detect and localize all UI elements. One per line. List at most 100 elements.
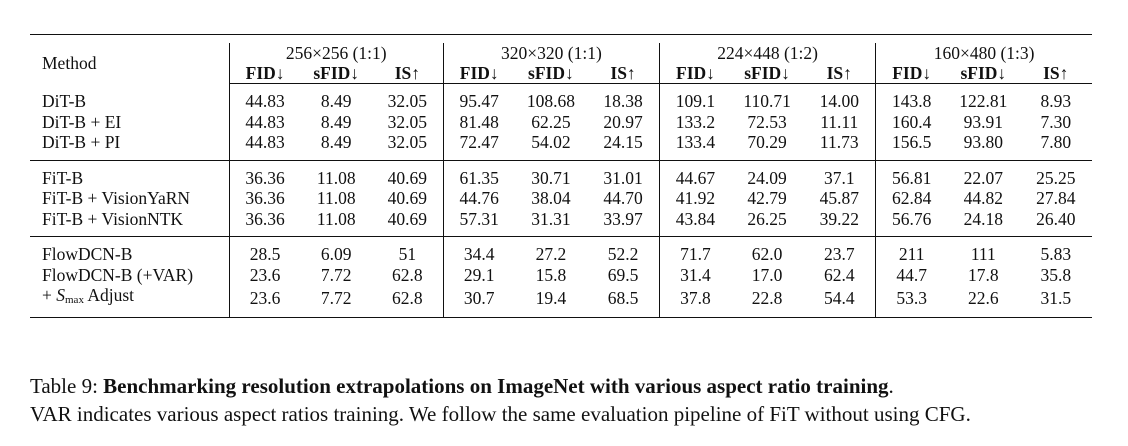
value-cell: 7.30 <box>1040 111 1072 132</box>
value-cell: 62.25 <box>531 111 571 132</box>
value-cell: 11.08 <box>316 167 356 188</box>
value-cell: 41.92 <box>658 188 731 209</box>
section-gap <box>30 236 1092 244</box>
value-cell: 57.31 <box>442 208 515 229</box>
value-cell: 5.83 <box>1040 244 1072 265</box>
value-cell: 30.7 <box>442 285 515 310</box>
value-cell: 23.6 <box>228 264 301 285</box>
method-cell: DiT-B <box>42 91 87 112</box>
value-cell: 37.1 <box>823 167 855 188</box>
value-cell: 56.76 <box>875 208 948 229</box>
metric-header: sFID↓ <box>947 63 1020 84</box>
method-subscript: max <box>65 294 84 306</box>
value-cell: 44.83 <box>228 91 301 112</box>
value-cell: 26.40 <box>1036 208 1076 229</box>
value-cell: 62.8 <box>392 287 423 308</box>
group-header: 256×256 (1:1) <box>228 43 444 63</box>
metric-header: sFID↓ <box>730 63 804 84</box>
value-cell: 31.31 <box>531 208 571 229</box>
value-cell: 32.05 <box>387 132 428 153</box>
table-row: + Smax Adjust 23.6 7.72 62.8 30.7 19.4 68.5 37.… <box>30 285 1092 310</box>
caption-label: Table 9: <box>30 374 104 398</box>
group-header: 160×480 (1:3) <box>875 43 1092 63</box>
header-row-metrics: FID↓ sFID↓ IS↑ FID↓ sFID↓ IS↑ FID↓ sFID↓… <box>30 63 1092 84</box>
method-header: Method <box>42 53 97 74</box>
table-row: FlowDCN-B 28.5 6.09 51 34.4 27.2 52.2 71.7 62.0 2… <box>30 244 1092 265</box>
value-cell: 44.83 <box>228 111 301 132</box>
value-cell: 22.6 <box>967 287 999 308</box>
value-cell: 71.7 <box>658 244 731 265</box>
method-cell: FlowDCN-B <box>42 244 133 265</box>
section-gap <box>30 152 1092 161</box>
method-cell: + Smax Adjust <box>30 285 229 310</box>
section-gap <box>30 310 1092 318</box>
metric-header: FID↓ <box>228 63 301 84</box>
value-cell: 24.15 <box>603 132 643 153</box>
metric-header: FID↓ <box>658 63 731 84</box>
value-cell: 42.79 <box>747 188 787 209</box>
value-cell: 27.84 <box>1036 188 1076 209</box>
value-cell: 54.02 <box>531 132 571 153</box>
value-cell: 110.71 <box>743 91 791 112</box>
value-cell: 31.5 <box>1040 287 1072 308</box>
value-cell: 31.4 <box>658 264 731 285</box>
value-cell: 7.72 <box>320 287 352 308</box>
value-cell: 30.71 <box>531 167 571 188</box>
value-cell: 44.83 <box>228 132 301 153</box>
value-cell: 72.53 <box>747 111 787 132</box>
method-cell: FiT-B + VisionNTK <box>42 208 184 229</box>
value-cell: 32.05 <box>387 91 428 112</box>
value-cell: 93.80 <box>963 132 1003 153</box>
table-row: DiT-B + EI 44.83 8.49 32.05 81.48 62.25 20.97 1… <box>30 111 1092 132</box>
results-table-container: Method 256×256 (1:1) 320×320 (1:1) 224×4… <box>30 34 1092 318</box>
value-cell: 211 <box>875 244 948 265</box>
value-cell: 24.09 <box>747 167 787 188</box>
value-cell: 24.18 <box>963 208 1003 229</box>
value-cell: 51 <box>398 244 417 265</box>
method-cell: DiT-B + EI <box>42 111 122 132</box>
value-cell: 8.49 <box>320 132 352 153</box>
metric-header: IS↑ <box>371 63 444 84</box>
table-row: FiT-B + VisionNTK 36.36 11.08 40.69 57.31 31.… <box>30 208 1092 229</box>
metric-header: IS↑ <box>587 63 660 84</box>
value-cell: 32.05 <box>387 111 428 132</box>
metric-header: sFID↓ <box>514 63 588 84</box>
caption-body: VAR indicates various aspect ratios trai… <box>30 402 971 426</box>
method-cell: FiT-B <box>42 167 84 188</box>
value-cell: 108.68 <box>526 91 575 112</box>
value-cell: 52.2 <box>607 244 639 265</box>
value-cell: 31.01 <box>603 167 643 188</box>
method-cell: DiT-B + PI <box>42 132 121 153</box>
value-cell: 11.73 <box>819 132 859 153</box>
value-cell: 133.2 <box>658 111 731 132</box>
value-cell: 27.2 <box>535 244 567 265</box>
value-cell: 23.6 <box>228 285 301 310</box>
value-cell: 53.3 <box>875 285 948 310</box>
value-cell: 17.8 <box>967 264 999 285</box>
value-cell: 15.8 <box>535 264 567 285</box>
value-cell: 109.1 <box>658 91 731 112</box>
value-cell: 62.8 <box>392 264 423 285</box>
header-row-groups-labels: Method 256×256 (1:1) 320×320 (1:1) 224×4… <box>30 43 1092 73</box>
value-cell: 44.70 <box>603 188 643 209</box>
value-cell: 143.8 <box>875 91 948 112</box>
table-row: DiT-B 44.83 8.49 32.05 95.47 108.68 18.38 109.1… <box>30 91 1092 112</box>
value-cell: 14.00 <box>819 91 859 112</box>
value-cell: 62.4 <box>823 264 855 285</box>
metric-header: IS↑ <box>803 63 876 84</box>
value-cell: 62.0 <box>751 244 783 265</box>
metric-header: FID↓ <box>875 63 948 84</box>
value-cell: 44.7 <box>875 264 948 285</box>
value-cell: 8.49 <box>320 91 352 112</box>
value-cell: 19.4 <box>535 287 567 308</box>
value-cell: 23.7 <box>823 244 855 265</box>
value-cell: 18.38 <box>603 91 643 112</box>
value-cell: 36.36 <box>228 167 301 188</box>
value-cell: 17.0 <box>751 264 783 285</box>
value-cell: 68.5 <box>607 287 639 308</box>
value-cell: 28.5 <box>228 244 301 265</box>
value-cell: 11.08 <box>316 208 356 229</box>
value-cell: 72.47 <box>442 132 515 153</box>
value-cell: 7.72 <box>320 264 352 285</box>
value-cell: 6.09 <box>320 244 352 265</box>
